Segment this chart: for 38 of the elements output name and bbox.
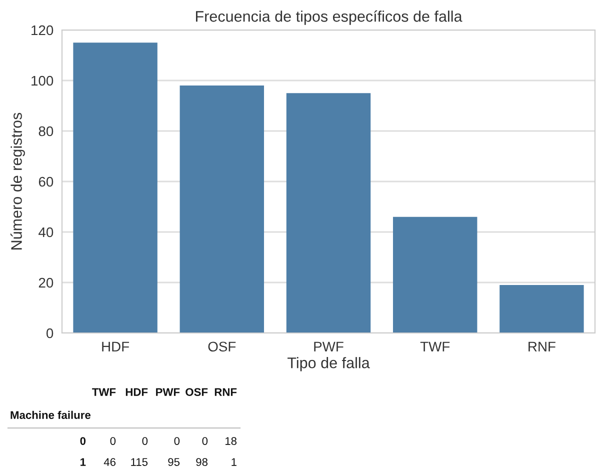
text: 1	[80, 458, 86, 466]
y-axis-title: Número de registros	[10, 112, 25, 250]
y-tick-label: 80	[38, 126, 54, 136]
x-tick-label: PWF	[314, 342, 344, 352]
bar	[392, 216, 478, 333]
y-tick-label: 40	[38, 227, 54, 238]
text: 46	[104, 458, 116, 466]
x-tick-label: HDF	[102, 342, 130, 352]
text: 0	[202, 437, 208, 445]
text: HDF	[126, 388, 148, 396]
y-tick-label: 100	[32, 76, 54, 86]
x-tick-label: OSF	[208, 342, 236, 352]
y-tick-label: 20	[38, 278, 54, 288]
bar	[73, 42, 158, 333]
y-tick-label: 0	[46, 328, 54, 338]
bar	[500, 285, 584, 333]
x-tick-label: RNF	[528, 342, 556, 352]
text: 0	[142, 437, 148, 445]
text: 0	[110, 437, 116, 445]
bar	[180, 86, 264, 333]
text: PWF	[156, 388, 180, 396]
text: 95	[168, 458, 180, 466]
text: OSF	[186, 388, 208, 396]
chart-title: Frecuencia de tipos específicos de falla	[196, 10, 462, 25]
text: 1	[232, 458, 236, 466]
y-tick-label: 60	[38, 176, 54, 187]
text: Machine failure	[10, 410, 91, 419]
bar	[286, 93, 371, 333]
text: 18	[225, 437, 237, 445]
text: 0	[80, 437, 86, 445]
text: 98	[196, 458, 208, 466]
x-tick-label: TWF	[420, 342, 450, 352]
text: 0	[174, 437, 180, 445]
text: TWF	[92, 388, 116, 396]
y-tick-label: 120	[32, 25, 54, 36]
text: RNF	[214, 388, 237, 396]
x-axis-title: Tipo de falla	[288, 357, 370, 372]
text: 115	[131, 458, 148, 466]
